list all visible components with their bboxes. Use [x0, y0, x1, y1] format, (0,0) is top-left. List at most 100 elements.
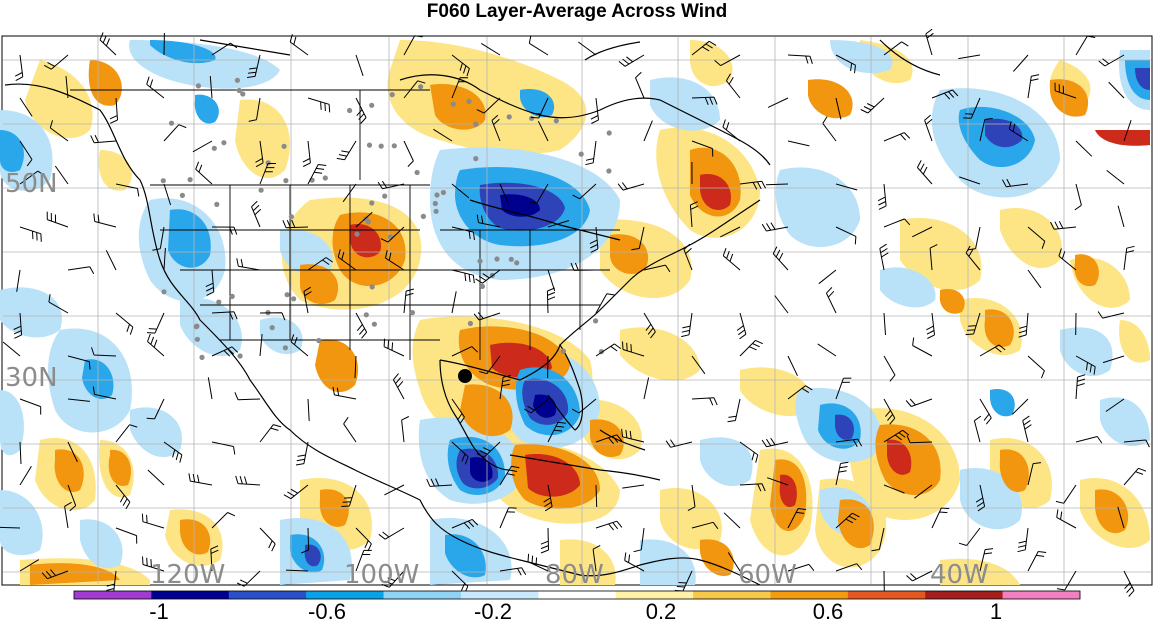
wind-barb [643, 120, 653, 142]
wind-barb [926, 312, 935, 339]
station-dot [553, 118, 559, 124]
station-dot [288, 214, 294, 220]
wind-barb [499, 183, 510, 205]
wind-barb [115, 312, 134, 335]
colorbar-label-1: 1 [990, 599, 1002, 622]
station-dot [473, 156, 479, 162]
wind-barb [403, 140, 414, 167]
wind-barb [547, 269, 556, 292]
wind-barb [19, 170, 45, 185]
wind-barb [1098, 54, 1125, 67]
wind-barb [403, 35, 423, 56]
wind-barb [259, 312, 286, 321]
wind-barb [392, 373, 405, 400]
map-title: F060 Layer-Average Across Wind [426, 1, 728, 22]
wind-barb [1001, 178, 1029, 188]
wind-barb [924, 114, 933, 142]
wind-barb [147, 469, 165, 486]
wind-barb [835, 377, 852, 400]
wind-barb [787, 508, 807, 529]
wind-barb [595, 484, 598, 508]
wind-barb [282, 219, 309, 229]
wind-barb [146, 312, 165, 334]
wind-barb [914, 484, 933, 499]
wind-barb [295, 441, 309, 466]
wind-barb [378, 527, 405, 540]
wind-barb [681, 312, 693, 338]
wind-barb [973, 415, 982, 443]
wind-barb [307, 164, 327, 185]
station-dot [187, 177, 193, 183]
wind-barb [631, 226, 645, 251]
wind-barb [835, 226, 857, 245]
wind-barb [589, 226, 599, 253]
wind-barb [92, 386, 117, 400]
wind-barb [236, 258, 261, 271]
wind-barb [825, 287, 837, 314]
wind-barb [523, 398, 549, 414]
wind-barb [476, 441, 501, 458]
wind-barb [1050, 220, 1077, 230]
wind-barb [46, 211, 69, 228]
wind-barb [547, 220, 570, 228]
storm-center-marker [458, 369, 472, 383]
wind-barb [451, 269, 475, 284]
wind-barb [528, 35, 549, 56]
wind-barb [433, 128, 453, 142]
wind-barb [19, 398, 42, 415]
wind-barb [336, 140, 357, 161]
colorbar-segment [228, 591, 307, 599]
station-dot [237, 353, 243, 359]
wind-barb [543, 484, 553, 512]
wind-barb [303, 286, 312, 314]
wind-barb [817, 343, 837, 357]
wind-barb [963, 97, 981, 119]
station-dot [514, 260, 520, 266]
wind-barb [451, 54, 470, 77]
station-dot [409, 310, 415, 316]
wind-barb [67, 441, 78, 463]
wind-barb [475, 269, 501, 284]
wind-barb [65, 76, 69, 99]
wind-barb [1027, 269, 1042, 289]
wind-barb [301, 527, 310, 554]
wind-barb [767, 477, 789, 486]
wind-barb [41, 569, 69, 580]
wind-barb [691, 96, 718, 105]
station-dot [236, 87, 242, 94]
station-dot [258, 187, 264, 193]
wind-barb [19, 465, 32, 486]
wind-barb [381, 570, 405, 588]
wind-barb [337, 249, 357, 271]
wind-barb [209, 76, 213, 99]
wind-barb [1105, 398, 1125, 412]
wind-barb [665, 439, 693, 448]
wind-barb [1054, 82, 1077, 99]
station-dot [369, 200, 375, 206]
station-dot [282, 345, 288, 351]
wind-barb [476, 214, 501, 228]
wind-barb [1123, 439, 1150, 448]
wind-barb [765, 183, 789, 186]
station-dot [606, 168, 612, 174]
wind-barb [16, 269, 21, 292]
station-dot [211, 145, 217, 151]
wind-barb [691, 397, 718, 406]
wind-barb [691, 355, 706, 375]
wind-barb [259, 334, 263, 357]
wind-barb [1117, 506, 1125, 529]
wind-barb [1013, 54, 1029, 72]
wind-barb [618, 54, 645, 67]
wind-barb [163, 247, 166, 271]
wind-barb [19, 226, 42, 242]
wind-barb [883, 218, 911, 228]
wind-barb [691, 521, 719, 530]
wind-barb [1008, 121, 1029, 142]
wind-barb [451, 441, 469, 465]
wind-barb [683, 243, 693, 271]
wind-barb [925, 28, 934, 56]
colorbar-segment [847, 591, 926, 599]
station-dot [214, 201, 220, 207]
station-dot [440, 189, 446, 196]
station-dot [432, 200, 438, 207]
